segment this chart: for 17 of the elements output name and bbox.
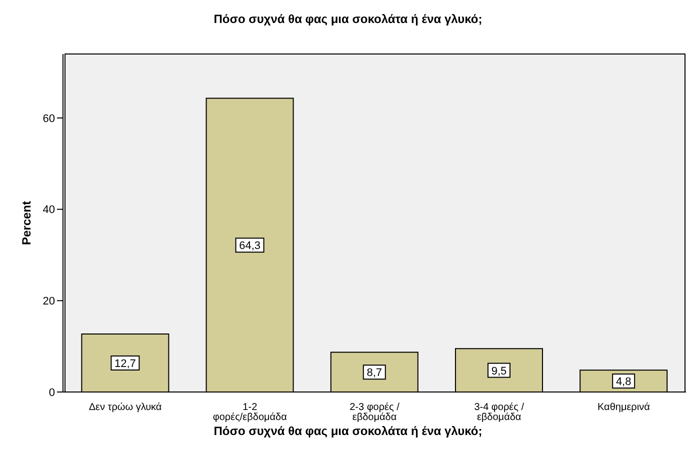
data-label: 9,5 xyxy=(491,365,507,378)
x-tick-label: Καθημερινά xyxy=(598,402,650,413)
data-label: 64,3 xyxy=(239,240,260,252)
x-tick-label: 3-4 φορές / εβδομάδα xyxy=(474,402,524,423)
x-axis-title: Πόσο συχνά θα φας μια σοκολάτα ή ένα γλυκό; xyxy=(212,424,484,438)
y-tick-label: 0 xyxy=(48,386,55,399)
y-axis-title: Percent xyxy=(19,200,34,246)
chart-title: Πόσο συχνά θα φας μια σοκολάτα ή ένα γλυκό; xyxy=(212,11,484,28)
y-tick-label: 20 xyxy=(42,296,55,308)
y-tick-label: 40 xyxy=(42,204,55,216)
x-tick-label: 2-3 φορές / εβδομάδα xyxy=(350,402,400,423)
data-label: 12,7 xyxy=(114,358,136,370)
data-label: 4,8 xyxy=(616,376,632,388)
data-label: 8,7 xyxy=(366,367,382,380)
x-tick-label: Δεν τρώω γλυκά xyxy=(88,402,162,413)
y-tick-label: 60 xyxy=(42,112,55,125)
x-tick-label: 1-2 φορές/εβδομάδα xyxy=(212,402,288,423)
